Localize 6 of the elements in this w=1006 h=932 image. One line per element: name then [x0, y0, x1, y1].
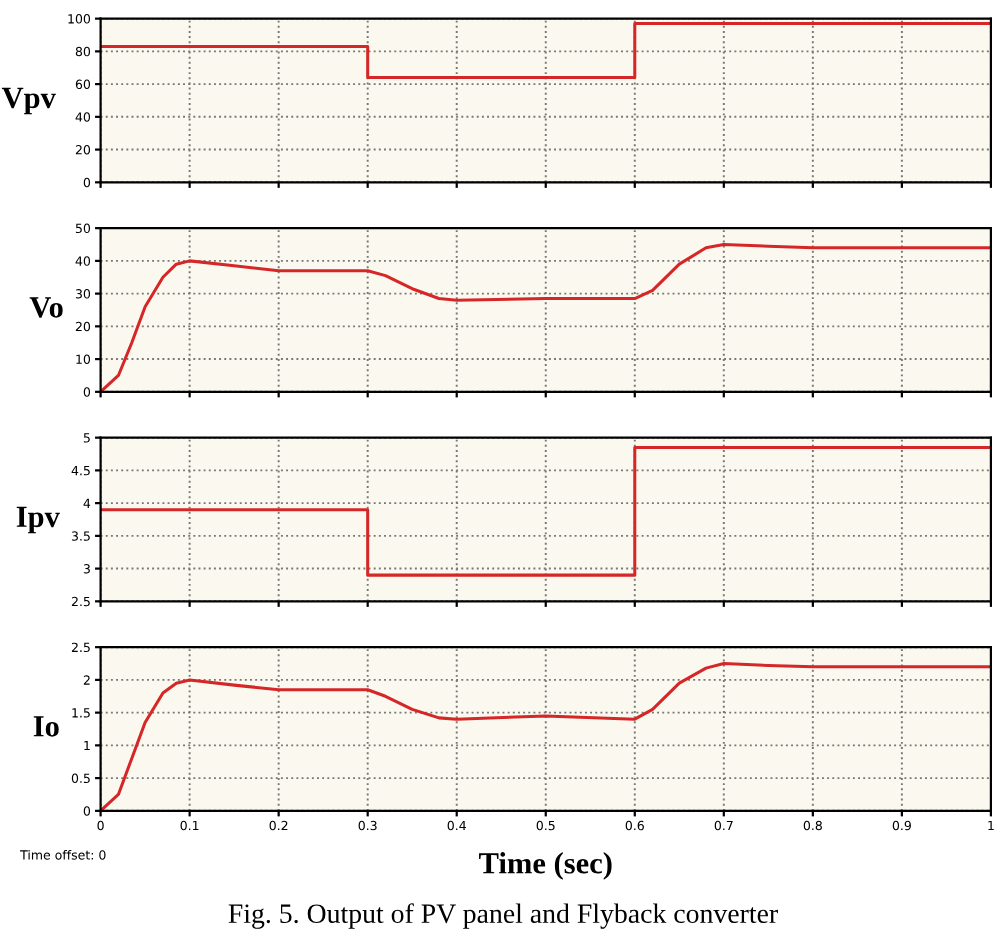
y-axis-title: Ipv [16, 506, 60, 534]
y-axis-title: Vo [29, 297, 63, 318]
x-axis-title: Time (sec) [479, 852, 612, 880]
caption: Fig. 5. Output of PV panel and Flyback converter [228, 903, 778, 929]
y-axis-title: Vpv [1, 87, 56, 115]
y-axis-title: Io [33, 716, 59, 737]
